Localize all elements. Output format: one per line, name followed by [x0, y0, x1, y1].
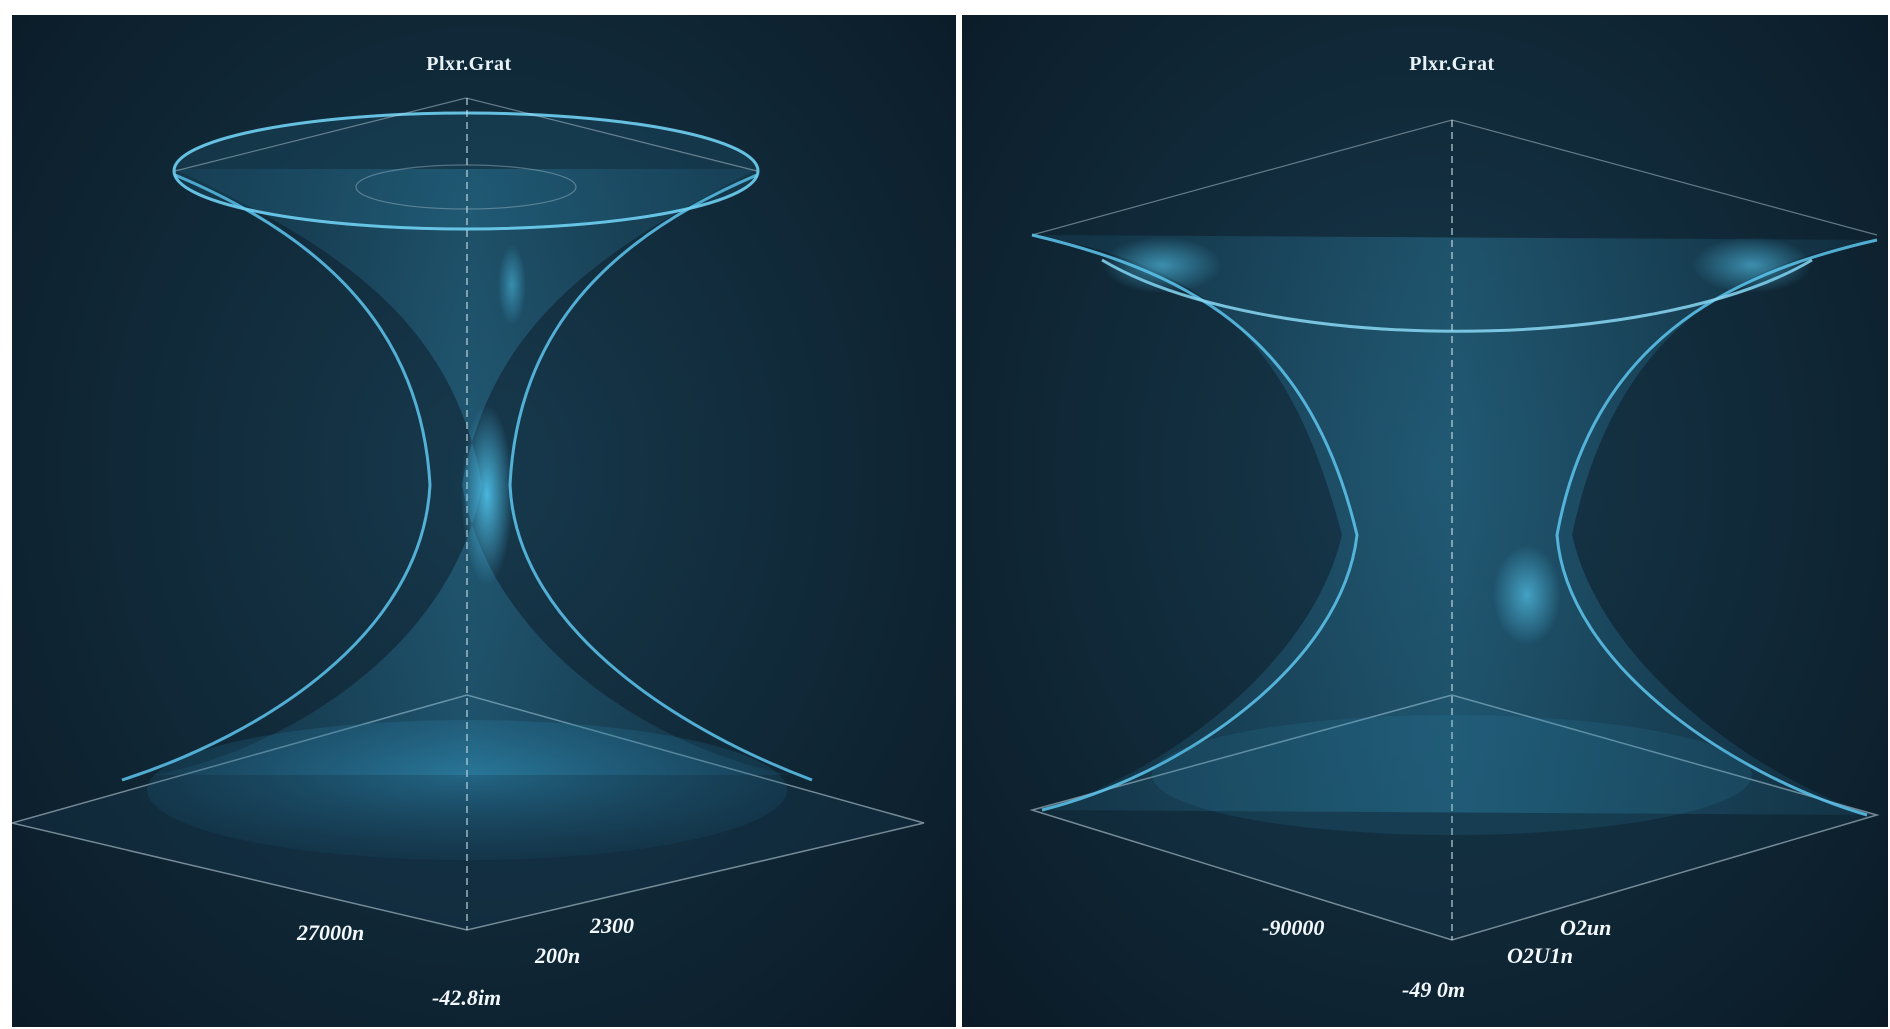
right-rim-glow-left	[1102, 237, 1222, 293]
right-axis-label-x: -90000	[1262, 915, 1325, 940]
left-top-rim	[172, 111, 760, 231]
left-outline-left	[121, 173, 432, 782]
right-surface-plot	[1029, 119, 1880, 941]
left-upper-glow	[498, 245, 526, 325]
left-top-plane	[174, 97, 758, 172]
right-top-rim	[1101, 258, 1813, 333]
left-plot-panel: Plxr.Grat 27000n 2300 200n -42.8im	[12, 15, 956, 1027]
left-surface-plot	[12, 97, 925, 931]
right-hyperboloid-body	[1032, 235, 1877, 815]
left-axis-label-z: -42.8im	[432, 985, 502, 1010]
right-rim-glow-right	[1692, 237, 1812, 293]
right-plot-title: Plxr.Grat	[1409, 53, 1495, 75]
left-throat-glow	[461, 405, 513, 585]
right-axis-label-y2: O2U1n	[1507, 943, 1574, 968]
right-axis-label-y: O2un	[1560, 915, 1612, 940]
right-throat-glow	[1493, 545, 1561, 645]
left-axis-label-x: 27000n	[297, 920, 365, 945]
left-axis-label-y: 2300	[590, 913, 634, 938]
left-top-inner-rim	[355, 164, 577, 210]
right-top-plane	[1031, 119, 1878, 236]
left-axis-label-y2: 200n	[535, 943, 581, 968]
left-plot-title: Plxr.Grat	[426, 53, 512, 75]
right-base-glow	[1152, 715, 1752, 835]
right-plot-panel: Plxr.Grat -90000 O2un O2U1n -49 0m	[962, 15, 1888, 1027]
right-axis-label-z: -49 0m	[1402, 977, 1465, 1002]
